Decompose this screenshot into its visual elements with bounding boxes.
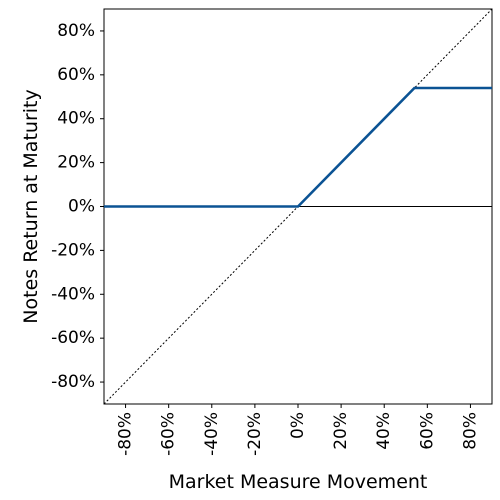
y-tick-label: 20% [57, 153, 95, 173]
y-tick-label: -80% [51, 372, 95, 392]
y-tick-label: -60% [51, 328, 95, 348]
x-tick-label: 80% [460, 412, 480, 450]
x-axis: -80% -60% -40% -20% 0% 20% 40% 60% 80% [116, 404, 480, 456]
y-tick-label: 0% [68, 197, 95, 217]
x-tick-label: 0% [288, 412, 308, 439]
y-axis-title: Notes Return at Maturity [20, 89, 42, 323]
x-tick-label: -20% [245, 412, 265, 456]
y-tick-label: -40% [51, 284, 95, 304]
y-tick-label: -20% [51, 240, 95, 260]
x-tick-label: -80% [116, 412, 136, 456]
x-tick-label: 20% [331, 412, 351, 450]
x-axis-title: Market Measure Movement [169, 471, 428, 493]
x-tick-label: 40% [374, 412, 394, 450]
series-line-notes-return [104, 86, 492, 208]
y-tick-label: 80% [57, 21, 95, 41]
chart-marks [103, 8, 493, 405]
y-tick-label: 40% [57, 109, 95, 129]
y-tick-label: 60% [57, 65, 95, 85]
x-tick-label: -40% [202, 412, 222, 456]
x-tick-label: -60% [159, 412, 179, 456]
x-tick-label: 60% [417, 412, 437, 450]
y-axis: 80% 60% 40% 20% 0% -20% -40% -60% -80% [51, 21, 104, 392]
